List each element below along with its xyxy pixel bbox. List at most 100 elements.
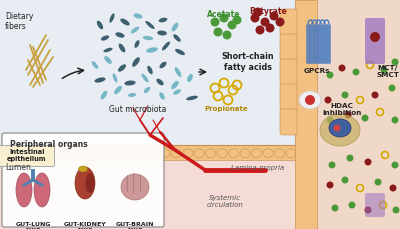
Ellipse shape — [229, 149, 238, 158]
Ellipse shape — [206, 149, 216, 158]
Ellipse shape — [173, 89, 181, 95]
FancyBboxPatch shape — [280, 59, 297, 85]
Ellipse shape — [94, 77, 106, 83]
Ellipse shape — [162, 41, 170, 50]
Circle shape — [342, 177, 348, 183]
Circle shape — [332, 204, 338, 212]
FancyBboxPatch shape — [326, 24, 331, 64]
Circle shape — [210, 17, 220, 27]
Circle shape — [338, 65, 346, 71]
Circle shape — [392, 117, 398, 123]
Ellipse shape — [146, 47, 158, 53]
Ellipse shape — [124, 80, 136, 85]
Ellipse shape — [112, 73, 118, 83]
Bar — [0, 145, 295, 160]
Circle shape — [214, 27, 222, 36]
Circle shape — [374, 178, 382, 185]
Text: Butyrate: Butyrate — [249, 7, 287, 16]
Ellipse shape — [116, 32, 124, 38]
FancyBboxPatch shape — [314, 24, 319, 64]
Ellipse shape — [186, 96, 198, 100]
Ellipse shape — [173, 34, 181, 42]
Ellipse shape — [171, 81, 179, 89]
Ellipse shape — [183, 149, 193, 158]
Ellipse shape — [114, 149, 124, 158]
Ellipse shape — [187, 74, 193, 82]
Circle shape — [326, 117, 334, 123]
Bar — [295, 0, 400, 229]
Circle shape — [228, 21, 236, 30]
Ellipse shape — [263, 149, 273, 158]
Ellipse shape — [274, 149, 284, 158]
Text: Gut microbiota: Gut microbiota — [109, 105, 167, 114]
Ellipse shape — [142, 74, 148, 82]
Ellipse shape — [92, 61, 98, 69]
Circle shape — [256, 25, 264, 35]
Text: HDAC
inhibition: HDAC inhibition — [322, 103, 362, 116]
FancyBboxPatch shape — [365, 18, 385, 64]
FancyBboxPatch shape — [322, 24, 327, 64]
Ellipse shape — [121, 174, 149, 200]
Ellipse shape — [144, 87, 150, 93]
Ellipse shape — [56, 149, 66, 158]
Circle shape — [222, 30, 232, 39]
Ellipse shape — [120, 19, 130, 25]
Ellipse shape — [101, 91, 107, 99]
Bar — [0, 145, 295, 229]
Circle shape — [348, 202, 356, 208]
Circle shape — [380, 66, 388, 74]
Ellipse shape — [34, 173, 50, 207]
Circle shape — [364, 158, 372, 166]
Circle shape — [328, 161, 336, 169]
Circle shape — [392, 161, 398, 169]
Circle shape — [362, 114, 368, 122]
Ellipse shape — [34, 149, 44, 158]
Ellipse shape — [171, 149, 181, 158]
Ellipse shape — [110, 13, 114, 23]
Text: GUT-BRAIN
AXIS: GUT-BRAIN AXIS — [116, 222, 154, 229]
Circle shape — [334, 125, 340, 131]
FancyBboxPatch shape — [310, 24, 315, 64]
Ellipse shape — [134, 13, 142, 19]
Ellipse shape — [22, 149, 32, 158]
Circle shape — [326, 71, 334, 79]
Ellipse shape — [320, 114, 360, 146]
FancyBboxPatch shape — [306, 24, 311, 64]
Ellipse shape — [131, 27, 139, 33]
Ellipse shape — [104, 56, 112, 64]
Ellipse shape — [103, 48, 113, 52]
Ellipse shape — [143, 36, 153, 40]
Circle shape — [220, 14, 228, 22]
Text: Lamina propria: Lamina propria — [231, 165, 285, 171]
Text: Intestinal
epithelium: Intestinal epithelium — [7, 150, 47, 163]
Ellipse shape — [101, 35, 109, 41]
Circle shape — [392, 207, 400, 213]
Circle shape — [390, 185, 396, 191]
FancyBboxPatch shape — [280, 34, 297, 60]
Ellipse shape — [0, 149, 9, 158]
Ellipse shape — [118, 64, 126, 72]
Circle shape — [276, 17, 284, 27]
FancyBboxPatch shape — [280, 109, 297, 135]
Ellipse shape — [68, 149, 78, 158]
Text: Peripheral organs: Peripheral organs — [10, 140, 88, 149]
FancyBboxPatch shape — [318, 24, 323, 64]
Ellipse shape — [125, 149, 135, 158]
Circle shape — [326, 182, 334, 188]
FancyBboxPatch shape — [0, 145, 54, 166]
Circle shape — [364, 207, 372, 213]
Ellipse shape — [160, 62, 166, 68]
Text: Acetate: Acetate — [207, 10, 241, 19]
Ellipse shape — [156, 79, 164, 85]
Ellipse shape — [157, 30, 167, 35]
Circle shape — [260, 17, 270, 27]
Circle shape — [305, 95, 315, 105]
Ellipse shape — [159, 92, 165, 100]
Ellipse shape — [240, 149, 250, 158]
Ellipse shape — [160, 149, 170, 158]
Ellipse shape — [10, 149, 20, 158]
Circle shape — [346, 155, 354, 161]
Circle shape — [352, 68, 360, 76]
Ellipse shape — [75, 167, 95, 199]
Ellipse shape — [114, 86, 122, 94]
